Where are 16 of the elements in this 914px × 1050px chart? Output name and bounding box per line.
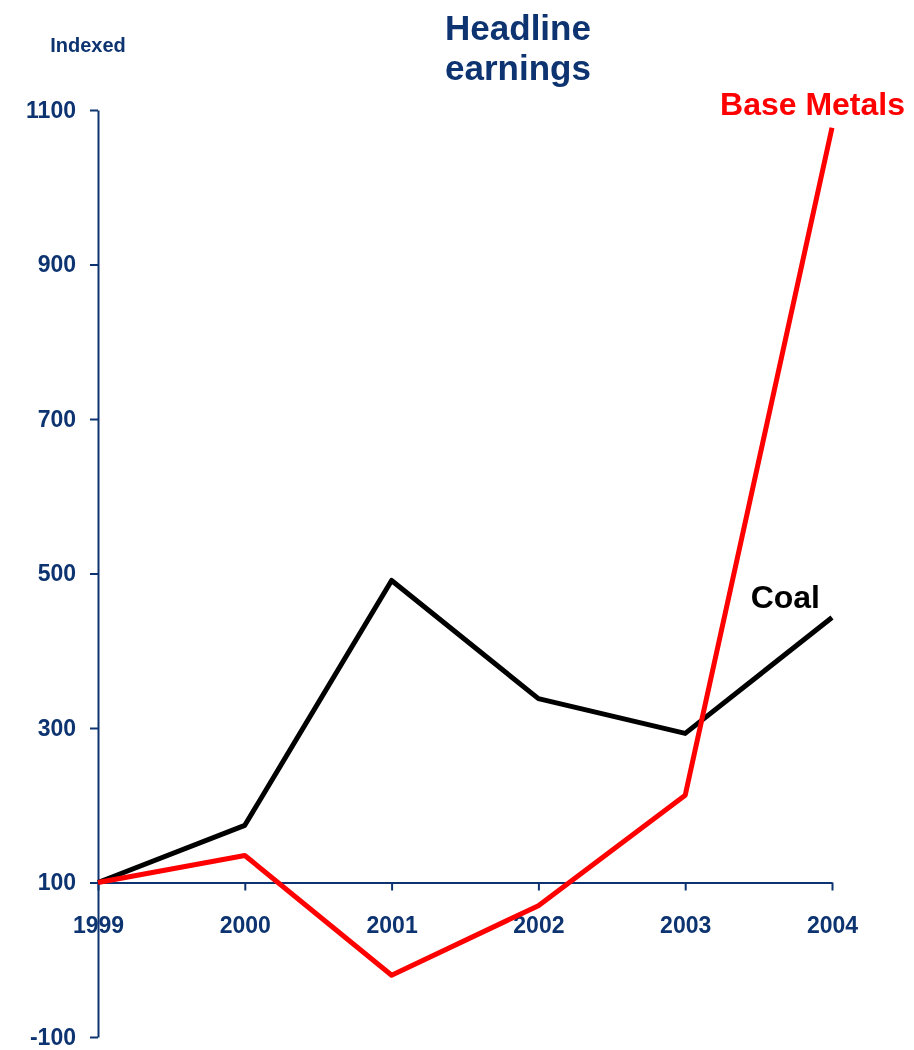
y-tick-label: 100 (37, 869, 76, 896)
y-tick-label: 900 (37, 251, 76, 278)
x-tick-label: 2002 (513, 911, 565, 938)
x-tick-label: 2004 (806, 911, 859, 938)
series-label: Coal (750, 578, 820, 615)
y-tick-label: 300 (37, 714, 76, 741)
series-label: Base Metals (720, 86, 905, 122)
y-axis-title: Indexed (50, 34, 126, 56)
y-tick-label: -100 (29, 1023, 76, 1050)
chart-title: Headline earnings (445, 8, 591, 87)
x-tick-label: 2001 (366, 911, 418, 938)
x-tick-label: 2003 (660, 911, 712, 938)
y-tick-label: 1100 (26, 96, 76, 123)
y-tick-label: 500 (37, 560, 76, 587)
y-tick-label: 700 (37, 405, 76, 432)
x-tick-label: 2000 (219, 911, 271, 938)
